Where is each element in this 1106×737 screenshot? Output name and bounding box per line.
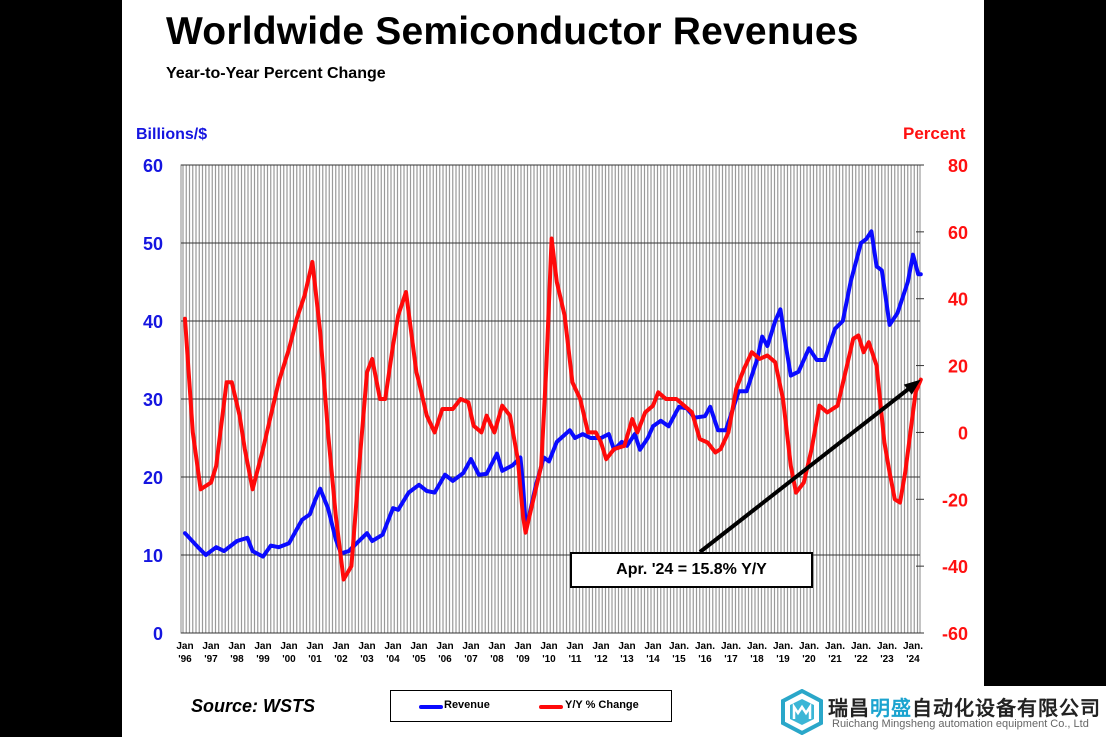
x-tick-label: '16: [698, 654, 712, 665]
x-tick-label: '14: [646, 654, 660, 665]
x-tick-label: Jan: [358, 641, 375, 652]
x-tick-label: Jan.: [669, 641, 689, 652]
x-tick-label: Jan.: [903, 641, 923, 652]
x-tick-label: Jan: [228, 641, 245, 652]
right-tick-label: 80: [948, 156, 968, 176]
x-tick-label: Jan.: [747, 641, 767, 652]
left-axis-label: Billions/$: [136, 126, 208, 143]
left-tick-label: 10: [143, 546, 163, 566]
x-tick-label: '05: [412, 654, 426, 665]
right-tick-label: -60: [942, 624, 968, 644]
x-tick-label: '06: [438, 654, 452, 665]
x-tick-label: '99: [256, 654, 270, 665]
x-tick-label: Jan: [462, 641, 479, 652]
x-tick-label: Jan: [384, 641, 401, 652]
x-tick-label: Jan.: [851, 641, 871, 652]
x-tick-label: '07: [464, 654, 478, 665]
left-tick-label: 0: [153, 624, 163, 644]
x-tick-label: Jan: [332, 641, 349, 652]
legend-label-revenue: Revenue: [444, 699, 490, 711]
x-tick-label: Jan: [566, 641, 583, 652]
x-tick-label: '97: [204, 654, 218, 665]
x-tick-label: Jan.: [721, 641, 741, 652]
x-tick-label: '20: [802, 654, 816, 665]
x-tick-label: Jan: [176, 641, 193, 652]
left-tick-label: 40: [143, 312, 163, 332]
x-tick-label: Jan: [254, 641, 271, 652]
legend: Revenue Y/Y % Change: [390, 690, 672, 722]
x-tick-label: Jan: [592, 641, 609, 652]
source-note: Source: WSTS: [191, 696, 316, 716]
x-tick-label: '09: [516, 654, 530, 665]
x-tick-label: '10: [542, 654, 556, 665]
x-tick-label: Jan: [488, 641, 505, 652]
x-tick-label: Jan: [436, 641, 453, 652]
annotation-box: Apr. '24 = 15.8% Y/Y: [570, 552, 813, 588]
right-tick-label: 20: [948, 357, 968, 377]
x-tick-label: '08: [490, 654, 504, 665]
right-axis-label: Percent: [903, 124, 966, 143]
watermark-company-cn: 瑞昌明盛自动化设备有限公司: [828, 698, 1101, 720]
watermark-company-en: Ruichang Mingsheng automation equipment …: [832, 718, 1089, 730]
x-tick-label: '96: [178, 654, 192, 665]
right-tick-label: -40: [942, 557, 968, 577]
x-tick-label: '21: [828, 654, 842, 665]
x-tick-label: '03: [360, 654, 374, 665]
x-tick-label: '11: [569, 654, 582, 665]
legend-swatch-yoy: [539, 705, 563, 709]
chart-title: Worldwide Semiconductor Revenues: [166, 10, 859, 53]
left-tick-label: 20: [143, 468, 163, 488]
x-tick-label: Jan: [202, 641, 219, 652]
chart-subtitle: Year-to-Year Percent Change: [166, 65, 386, 82]
x-tick-label: Jan.: [799, 641, 819, 652]
x-tick-label: '17: [724, 654, 738, 665]
x-tick-label: '22: [854, 654, 868, 665]
left-tick-label: 60: [143, 156, 163, 176]
annotation-arrowhead: [903, 379, 921, 395]
x-tick-label: '01: [308, 654, 322, 665]
company-logo-icon: [781, 689, 823, 735]
right-tick-label: 0: [958, 423, 968, 443]
x-tick-label: '02: [334, 654, 348, 665]
x-tick-label: '24: [906, 654, 920, 665]
x-tick-label: '18: [750, 654, 764, 665]
x-tick-label: '19: [776, 654, 790, 665]
yoy-change-line: [183, 236, 923, 582]
right-tick-label: -20: [942, 490, 968, 510]
x-tick-label: '98: [230, 654, 244, 665]
x-tick-label: Jan: [514, 641, 531, 652]
x-tick-label: Jan.: [773, 641, 793, 652]
x-tick-label: '13: [620, 654, 634, 665]
annotation-arrow: [698, 384, 915, 554]
left-tick-label: 30: [143, 390, 163, 410]
x-tick-label: Jan: [540, 641, 557, 652]
right-tick-label: 40: [948, 290, 968, 310]
watermark: 瑞昌明盛自动化设备有限公司 Ruichang Mingsheng automat…: [776, 686, 1106, 737]
x-tick-label: Jan.: [877, 641, 897, 652]
x-tick-label: Jan: [280, 641, 297, 652]
x-tick-label: '12: [594, 654, 608, 665]
legend-swatch-revenue: [419, 705, 443, 709]
x-tick-label: '00: [282, 654, 296, 665]
legend-label-yoy: Y/Y % Change: [565, 699, 639, 711]
x-tick-label: Jan: [644, 641, 661, 652]
revenue-line: [183, 229, 923, 559]
x-tick-label: Jan: [410, 641, 427, 652]
right-tick-label: 60: [948, 223, 968, 243]
left-tick-label: 50: [143, 234, 163, 254]
x-tick-label: '15: [672, 654, 686, 665]
x-tick-label: '23: [880, 654, 894, 665]
x-tick-label: Jan: [306, 641, 323, 652]
x-tick-label: Jan: [618, 641, 635, 652]
x-tick-label: Jan.: [825, 641, 845, 652]
x-tick-label: Jan.: [695, 641, 715, 652]
x-tick-label: '04: [386, 654, 400, 665]
